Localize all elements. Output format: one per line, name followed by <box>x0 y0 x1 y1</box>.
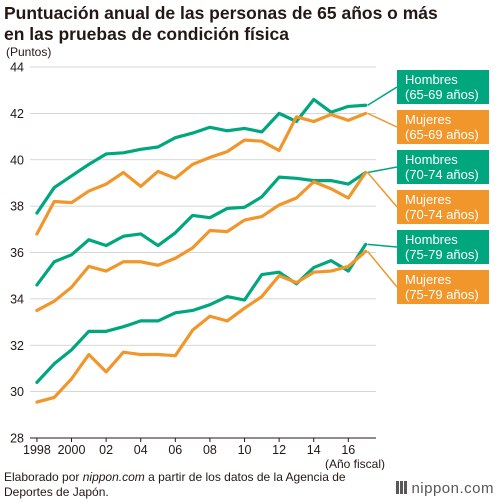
series-label-text: Mujeres <box>405 272 452 287</box>
series-line-5 <box>35 242 368 384</box>
series-label-text: Hombres <box>405 232 458 247</box>
series-label-text: (75-79 años) <box>405 287 479 302</box>
chart-title-line-1: Puntuación anual de las personas de 65 a… <box>4 3 438 23</box>
y-tick-label: 34 <box>10 292 24 306</box>
axes: 28 30 32 34 36 38 40 42 44 (Puntos) 1998 2000 02 04 06… <box>6 45 385 470</box>
legend-connectors <box>367 86 398 288</box>
series-line-2 <box>35 111 368 236</box>
series-label-box <box>397 190 489 224</box>
x-tick-label: 06 <box>168 443 182 457</box>
series-label-box <box>397 150 489 184</box>
y-tick-label: 44 <box>10 61 24 75</box>
series-labels: Hombres(65-69 años)Mujeres(65-69 años)Ho… <box>397 70 489 304</box>
series-label-box <box>397 230 489 264</box>
y-axis-label: (Puntos) <box>6 45 51 59</box>
y-tick-label: 40 <box>10 153 24 167</box>
chart-title: Puntuación anual de las personas de 65 a… <box>4 3 496 45</box>
x-tick-label: 08 <box>203 443 217 457</box>
source-prefix: Elaborado por <box>4 470 83 484</box>
y-tick-label: 38 <box>10 200 24 214</box>
series-label-text: (70-74 años) <box>405 207 479 222</box>
series-connector <box>367 166 398 174</box>
x-axis-label: (Año fiscal) <box>325 457 385 470</box>
x-tick-label: 02 <box>99 443 113 457</box>
series-label-text: (65-69 años) <box>405 87 479 102</box>
line-chart: 28 30 32 34 36 38 40 42 44 (Puntos) 1998 2000 02 04 06… <box>6 45 489 470</box>
series-connector <box>367 112 398 128</box>
series-line-4 <box>35 170 368 313</box>
y-tick-label: 28 <box>10 432 24 446</box>
y-tick-label: 36 <box>10 246 24 260</box>
chart-title-line-2: en las pruebas de condición física <box>4 24 289 44</box>
series-connector <box>367 86 398 106</box>
series-line-6 <box>35 249 368 404</box>
x-tick-label: 10 <box>238 443 252 457</box>
source-note: Elaborado por nippon.com a partir de los… <box>4 470 384 500</box>
nippon-logo-icon <box>396 481 408 494</box>
series-label-box <box>397 270 489 304</box>
brand-name: nippon.com <box>411 480 494 497</box>
series-connector <box>367 243 398 248</box>
x-tick-label: 2000 <box>58 443 86 457</box>
series-label-text: (75-79 años) <box>405 247 479 262</box>
x-tick-label: 12 <box>272 443 286 457</box>
series-label-text: Mujeres <box>405 192 452 207</box>
x-tick-label: 14 <box>307 443 321 457</box>
series-label-text: Mujeres <box>405 112 452 127</box>
grid-lines <box>30 66 376 439</box>
y-tick-label: 42 <box>10 107 24 121</box>
series-line-3 <box>35 170 368 287</box>
series-label-box <box>397 70 489 104</box>
series-label-text: (65-69 años) <box>405 127 479 142</box>
y-tick-label: 32 <box>10 339 24 353</box>
source-site: nippon.com <box>82 470 145 484</box>
y-tick-label: 30 <box>10 385 24 399</box>
brand-logo: nippon.com <box>396 480 494 497</box>
series-connector <box>367 172 398 208</box>
series-label-text: Hombres <box>405 72 458 87</box>
source-suffix: a partir de los datos de la Agencia de D… <box>4 470 346 499</box>
x-tick-label: 16 <box>341 443 355 457</box>
x-tick-label: 1998 <box>23 443 51 457</box>
series-connector <box>367 250 398 288</box>
series-label-text: (70-74 años) <box>405 167 479 182</box>
series-label-box <box>397 110 489 144</box>
series-label-text: Hombres <box>405 152 458 167</box>
series-line-1 <box>35 97 368 215</box>
series-lines <box>35 97 368 404</box>
x-tick-label: 04 <box>134 443 148 457</box>
